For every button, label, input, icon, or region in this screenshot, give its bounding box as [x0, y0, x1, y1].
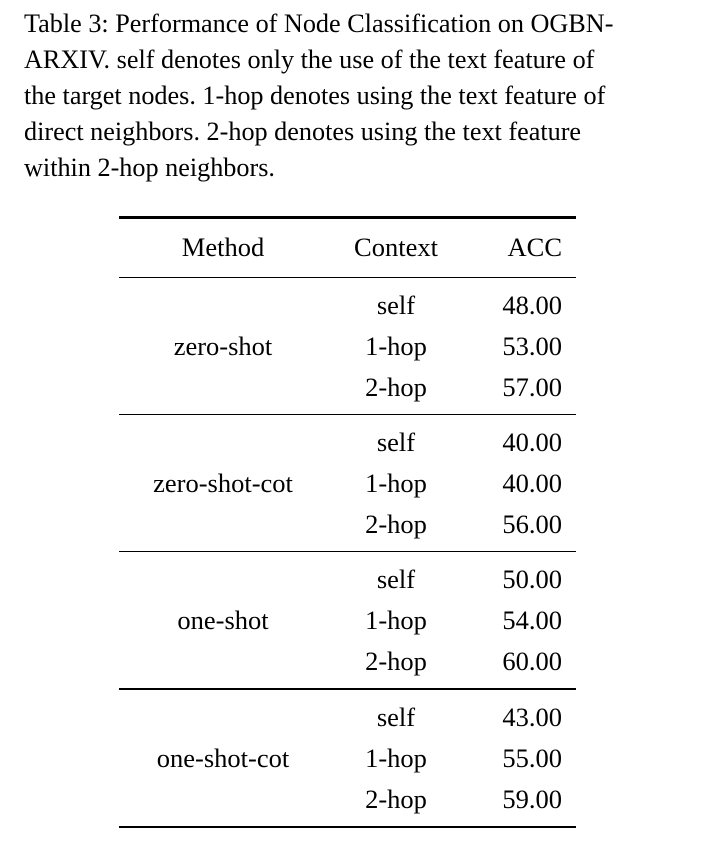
bottom-rule [119, 825, 576, 829]
context-cell: self [376, 564, 416, 595]
acc-cell: 48.00 [502, 289, 562, 320]
caption-line: ARXIV. self denotes only the use of the … [24, 45, 595, 74]
method-name: zero-shot [173, 330, 273, 361]
header-context: Context [354, 231, 438, 262]
context-cell: 1-hop [365, 605, 427, 636]
method-group: one-shot self 50.00 1-hop 54.00 2-hop 60… [119, 552, 576, 688]
context-cell: self [376, 289, 416, 320]
results-table: Method Context ACC zero-shot self 48.00 … [119, 216, 576, 829]
method-group: zero-shot-cot self 40.00 1-hop 40.00 2-h… [119, 415, 576, 551]
acc-cell: 56.00 [502, 509, 562, 540]
table-row: self 50.00 [119, 559, 576, 600]
table-row: 1-hop 53.00 [119, 326, 576, 367]
table-row: 2-hop 59.00 [119, 779, 576, 820]
context-cell: 1-hop [365, 468, 427, 499]
table-row: 1-hop 55.00 [119, 738, 576, 779]
group-rule [119, 413, 576, 416]
context-cell: self [376, 427, 416, 458]
caption-line: direct neighbors. 2-hop denotes using th… [24, 117, 582, 146]
method-name: one-shot-cot [156, 742, 290, 773]
context-cell: 1-hop [365, 742, 427, 773]
method-name: zero-shot-cot [153, 468, 293, 499]
table-row: 1-hop 54.00 [119, 600, 576, 641]
caption-line: Table 3: Performance of Node Classificat… [24, 9, 614, 38]
context-cell: 2-hop [365, 509, 427, 540]
method-group: zero-shot self 48.00 1-hop 53.00 2-hop 5… [119, 278, 576, 414]
table-caption: Table 3: Performance of Node Classificat… [24, 6, 694, 186]
header-method: Method [181, 231, 265, 262]
top-rule [119, 216, 576, 219]
table-row: 2-hop 60.00 [119, 641, 576, 682]
context-cell: 2-hop [365, 371, 427, 402]
header-acc: ACC [507, 231, 563, 262]
method-name: one-shot [177, 605, 269, 636]
table-row: self 43.00 [119, 697, 576, 738]
context-cell: 1-hop [365, 330, 427, 361]
header-rule [119, 276, 576, 278]
acc-cell: 60.00 [502, 646, 562, 677]
table-row: 2-hop 57.00 [119, 367, 576, 408]
acc-cell: 40.00 [502, 427, 562, 458]
group-rule [119, 688, 576, 690]
table-row: 1-hop 40.00 [119, 463, 576, 504]
table-row: self 40.00 [119, 422, 576, 463]
acc-cell: 40.00 [502, 468, 562, 499]
context-cell: 2-hop [365, 646, 427, 677]
table-header: Method Context ACC [119, 219, 576, 277]
table-row: self 48.00 [119, 285, 576, 326]
acc-cell: 54.00 [502, 605, 562, 636]
acc-cell: 57.00 [502, 371, 562, 402]
caption-line: the target nodes. 1-hop denotes using th… [24, 81, 606, 110]
caption-line: within 2-hop neighbors. [24, 153, 275, 182]
context-cell: self [376, 701, 416, 732]
acc-cell: 50.00 [502, 564, 562, 595]
acc-cell: 59.00 [502, 783, 562, 814]
acc-cell: 53.00 [502, 330, 562, 361]
acc-cell: 55.00 [502, 742, 562, 773]
group-rule [119, 551, 576, 553]
method-group: one-shot-cot self 43.00 1-hop 55.00 2-ho… [119, 690, 576, 826]
table-row: 2-hop 56.00 [119, 504, 576, 545]
acc-cell: 43.00 [502, 701, 562, 732]
context-cell: 2-hop [365, 783, 427, 814]
